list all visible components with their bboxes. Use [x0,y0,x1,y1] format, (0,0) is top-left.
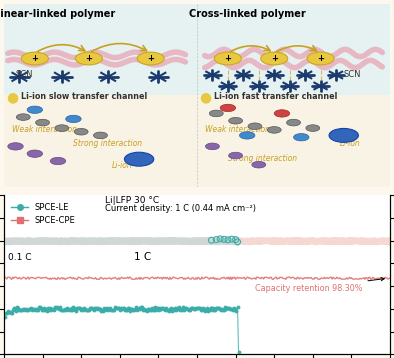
Circle shape [35,119,50,126]
Circle shape [261,52,288,65]
Circle shape [27,106,43,113]
Circle shape [137,52,164,65]
Circle shape [206,143,219,150]
Bar [4,4,390,95]
Text: Li-ion slow transfer channel: Li-ion slow transfer channel [21,92,148,101]
Text: ●: ● [6,90,18,104]
Text: Current density: 1 C (0.44 mA cm⁻²): Current density: 1 C (0.44 mA cm⁻²) [105,204,256,213]
Circle shape [329,129,359,142]
Circle shape [27,150,43,158]
Text: 0.1 C: 0.1 C [8,253,31,262]
Circle shape [229,152,243,159]
Circle shape [55,125,69,131]
Text: Li-ion: Li-ion [340,139,361,148]
Circle shape [93,132,108,139]
Point [229,236,235,242]
Legend: SPCE-LE, SPCE-CPE: SPCE-LE, SPCE-CPE [8,199,79,228]
Circle shape [286,119,301,126]
Text: Strong interaction: Strong interaction [73,139,143,148]
Point [232,237,239,242]
Text: Linear-linked polymer: Linear-linked polymer [0,9,115,19]
Circle shape [209,110,223,117]
Circle shape [74,129,88,135]
Text: SCN: SCN [344,71,361,79]
Text: SCN: SCN [15,71,33,79]
Bar [4,95,390,187]
Circle shape [274,110,290,117]
Circle shape [125,152,154,166]
Text: +: + [317,54,324,63]
Circle shape [21,52,48,65]
Text: Li-ion fast transfer channel: Li-ion fast transfer channel [214,92,338,101]
Point [234,239,241,245]
Point [213,237,219,242]
Circle shape [50,158,66,165]
Text: Li|LFP 30 °C: Li|LFP 30 °C [105,196,160,205]
Point [217,236,223,242]
Circle shape [252,161,266,168]
Circle shape [240,132,255,139]
Text: Strong interaction: Strong interaction [228,154,297,163]
Point [208,237,215,243]
Point [225,237,231,243]
Circle shape [75,52,102,65]
Text: Weak interaction: Weak interaction [12,125,77,134]
Circle shape [307,52,334,65]
Circle shape [220,104,236,112]
Circle shape [267,127,281,133]
Text: +: + [32,54,38,63]
Text: Capacity retention 98.30%: Capacity retention 98.30% [255,277,384,293]
Point [221,237,227,242]
Text: +: + [225,54,231,63]
Text: +: + [147,54,154,63]
Circle shape [229,117,243,124]
Circle shape [16,114,30,120]
Circle shape [214,52,242,65]
Text: 1 C: 1 C [134,252,152,262]
Circle shape [248,123,262,130]
Circle shape [294,134,309,141]
Text: ●: ● [199,90,211,104]
Text: +: + [271,54,278,63]
Text: Li-ion: Li-ion [112,161,133,170]
Text: Cross-linked polymer: Cross-linked polymer [189,9,306,19]
Text: Weak interaction: Weak interaction [205,125,270,134]
Circle shape [306,125,320,131]
Text: +: + [85,54,92,63]
Circle shape [8,143,23,150]
Circle shape [66,115,81,122]
